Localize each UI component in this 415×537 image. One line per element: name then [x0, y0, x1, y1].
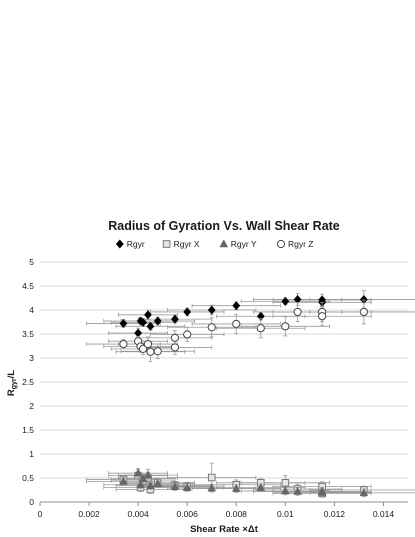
x-tick-label: 0.002	[78, 509, 100, 519]
data-point	[153, 316, 162, 326]
y-tick-label: 3	[29, 353, 34, 363]
data-point	[119, 339, 128, 349]
data-point	[119, 318, 128, 328]
y-tick-label: 1	[29, 449, 34, 459]
series-rgyr	[86, 290, 415, 339]
x-tick-label: 0.004	[127, 509, 149, 519]
data-point	[133, 468, 143, 477]
data-point	[281, 322, 290, 331]
data-point	[281, 296, 290, 306]
series-rgyr-z	[86, 299, 415, 362]
data-point	[317, 487, 327, 496]
legend-item: Rgyr Z	[276, 239, 314, 249]
data-point	[183, 330, 192, 339]
y-tick-label: 3.5	[22, 329, 34, 339]
legend-item: Rgyr	[115, 239, 145, 249]
data-point	[207, 305, 216, 315]
legend-label: Rgyr Z	[288, 239, 314, 249]
y-axis-label-tail: /L	[6, 370, 17, 379]
data-point	[153, 347, 162, 356]
data-point	[143, 339, 153, 349]
y-axis-label-main: R	[6, 389, 17, 396]
data-point	[139, 318, 147, 327]
data-point	[318, 312, 327, 321]
y-axis-label: Rgyr/L	[6, 370, 18, 396]
x-axis: 0 0.002 0.004 0.006 0.008 0.01 0.012 0.014	[38, 501, 408, 519]
data-point	[256, 324, 265, 333]
data-point	[182, 482, 192, 491]
data-point	[171, 314, 179, 324]
data-point	[232, 319, 241, 329]
legend-label: Rgyr	[127, 239, 145, 249]
data-point	[153, 479, 163, 488]
data-point	[146, 321, 155, 331]
y-axis-label-sub: gyr	[11, 378, 18, 389]
data-point	[146, 481, 155, 489]
legend-item: Rgyr Y	[219, 239, 257, 249]
data-point	[359, 488, 369, 497]
data-point	[170, 343, 180, 352]
data-point	[119, 476, 128, 485]
legend-label: Rgyr Y	[231, 239, 257, 249]
y-axis: 0 0.5 1 1.5 2 2.5 3 3.5 4 4.5 5	[22, 257, 34, 507]
data-point	[207, 323, 216, 332]
x-tick-label: 0	[38, 509, 43, 519]
plot-area	[86, 290, 415, 498]
y-tick-label: 5	[29, 257, 34, 267]
y-tick-label: 4	[29, 305, 34, 315]
y-tick-label: 0.5	[22, 473, 34, 483]
data-point	[207, 473, 216, 482]
data-point	[136, 480, 145, 489]
data-point	[293, 486, 302, 495]
x-tick-label: 0.01	[277, 509, 294, 519]
series-rgyr-y	[86, 467, 415, 498]
x-tick-label: 0.006	[177, 509, 199, 519]
y-tick-label: 2.5	[22, 377, 34, 387]
data-point	[170, 333, 180, 342]
data-point	[170, 482, 180, 490]
data-point	[281, 486, 290, 495]
grid	[40, 261, 408, 479]
data-point	[231, 483, 241, 492]
x-tick-label: 0.012	[324, 509, 346, 519]
data-point	[293, 307, 302, 317]
data-point	[146, 347, 155, 356]
data-point	[144, 310, 152, 320]
y-tick-label: 0	[29, 497, 34, 507]
data-point	[281, 479, 290, 487]
chart-title: Radius of Gyration Vs. Wall Shear Rate	[108, 219, 340, 233]
data-point	[256, 482, 266, 491]
y-tick-label: 4.5	[22, 281, 34, 291]
data-point	[138, 474, 148, 483]
x-tick-label: 0.008	[226, 509, 248, 519]
legend-item: Rgyr X	[162, 239, 200, 249]
legend-marker	[115, 239, 124, 249]
data-point	[359, 307, 368, 317]
data-point	[138, 344, 148, 353]
y-tick-label: 1.5	[22, 425, 34, 435]
y-tick-label: 2	[29, 401, 34, 411]
x-axis-label: Shear Rate ×Δt	[190, 524, 259, 535]
x-tick-label: 0.014	[373, 509, 395, 519]
legend-label: Rgyr X	[174, 239, 200, 249]
legend: Rgyr Rgyr X Rgyr Y Rgyr Z	[115, 239, 314, 249]
legend-marker	[162, 240, 171, 248]
data-point	[183, 307, 192, 317]
legend-marker	[219, 239, 229, 248]
legend-marker	[276, 239, 286, 249]
data-point	[207, 483, 217, 492]
data-point	[232, 301, 241, 311]
data-point	[143, 470, 153, 479]
